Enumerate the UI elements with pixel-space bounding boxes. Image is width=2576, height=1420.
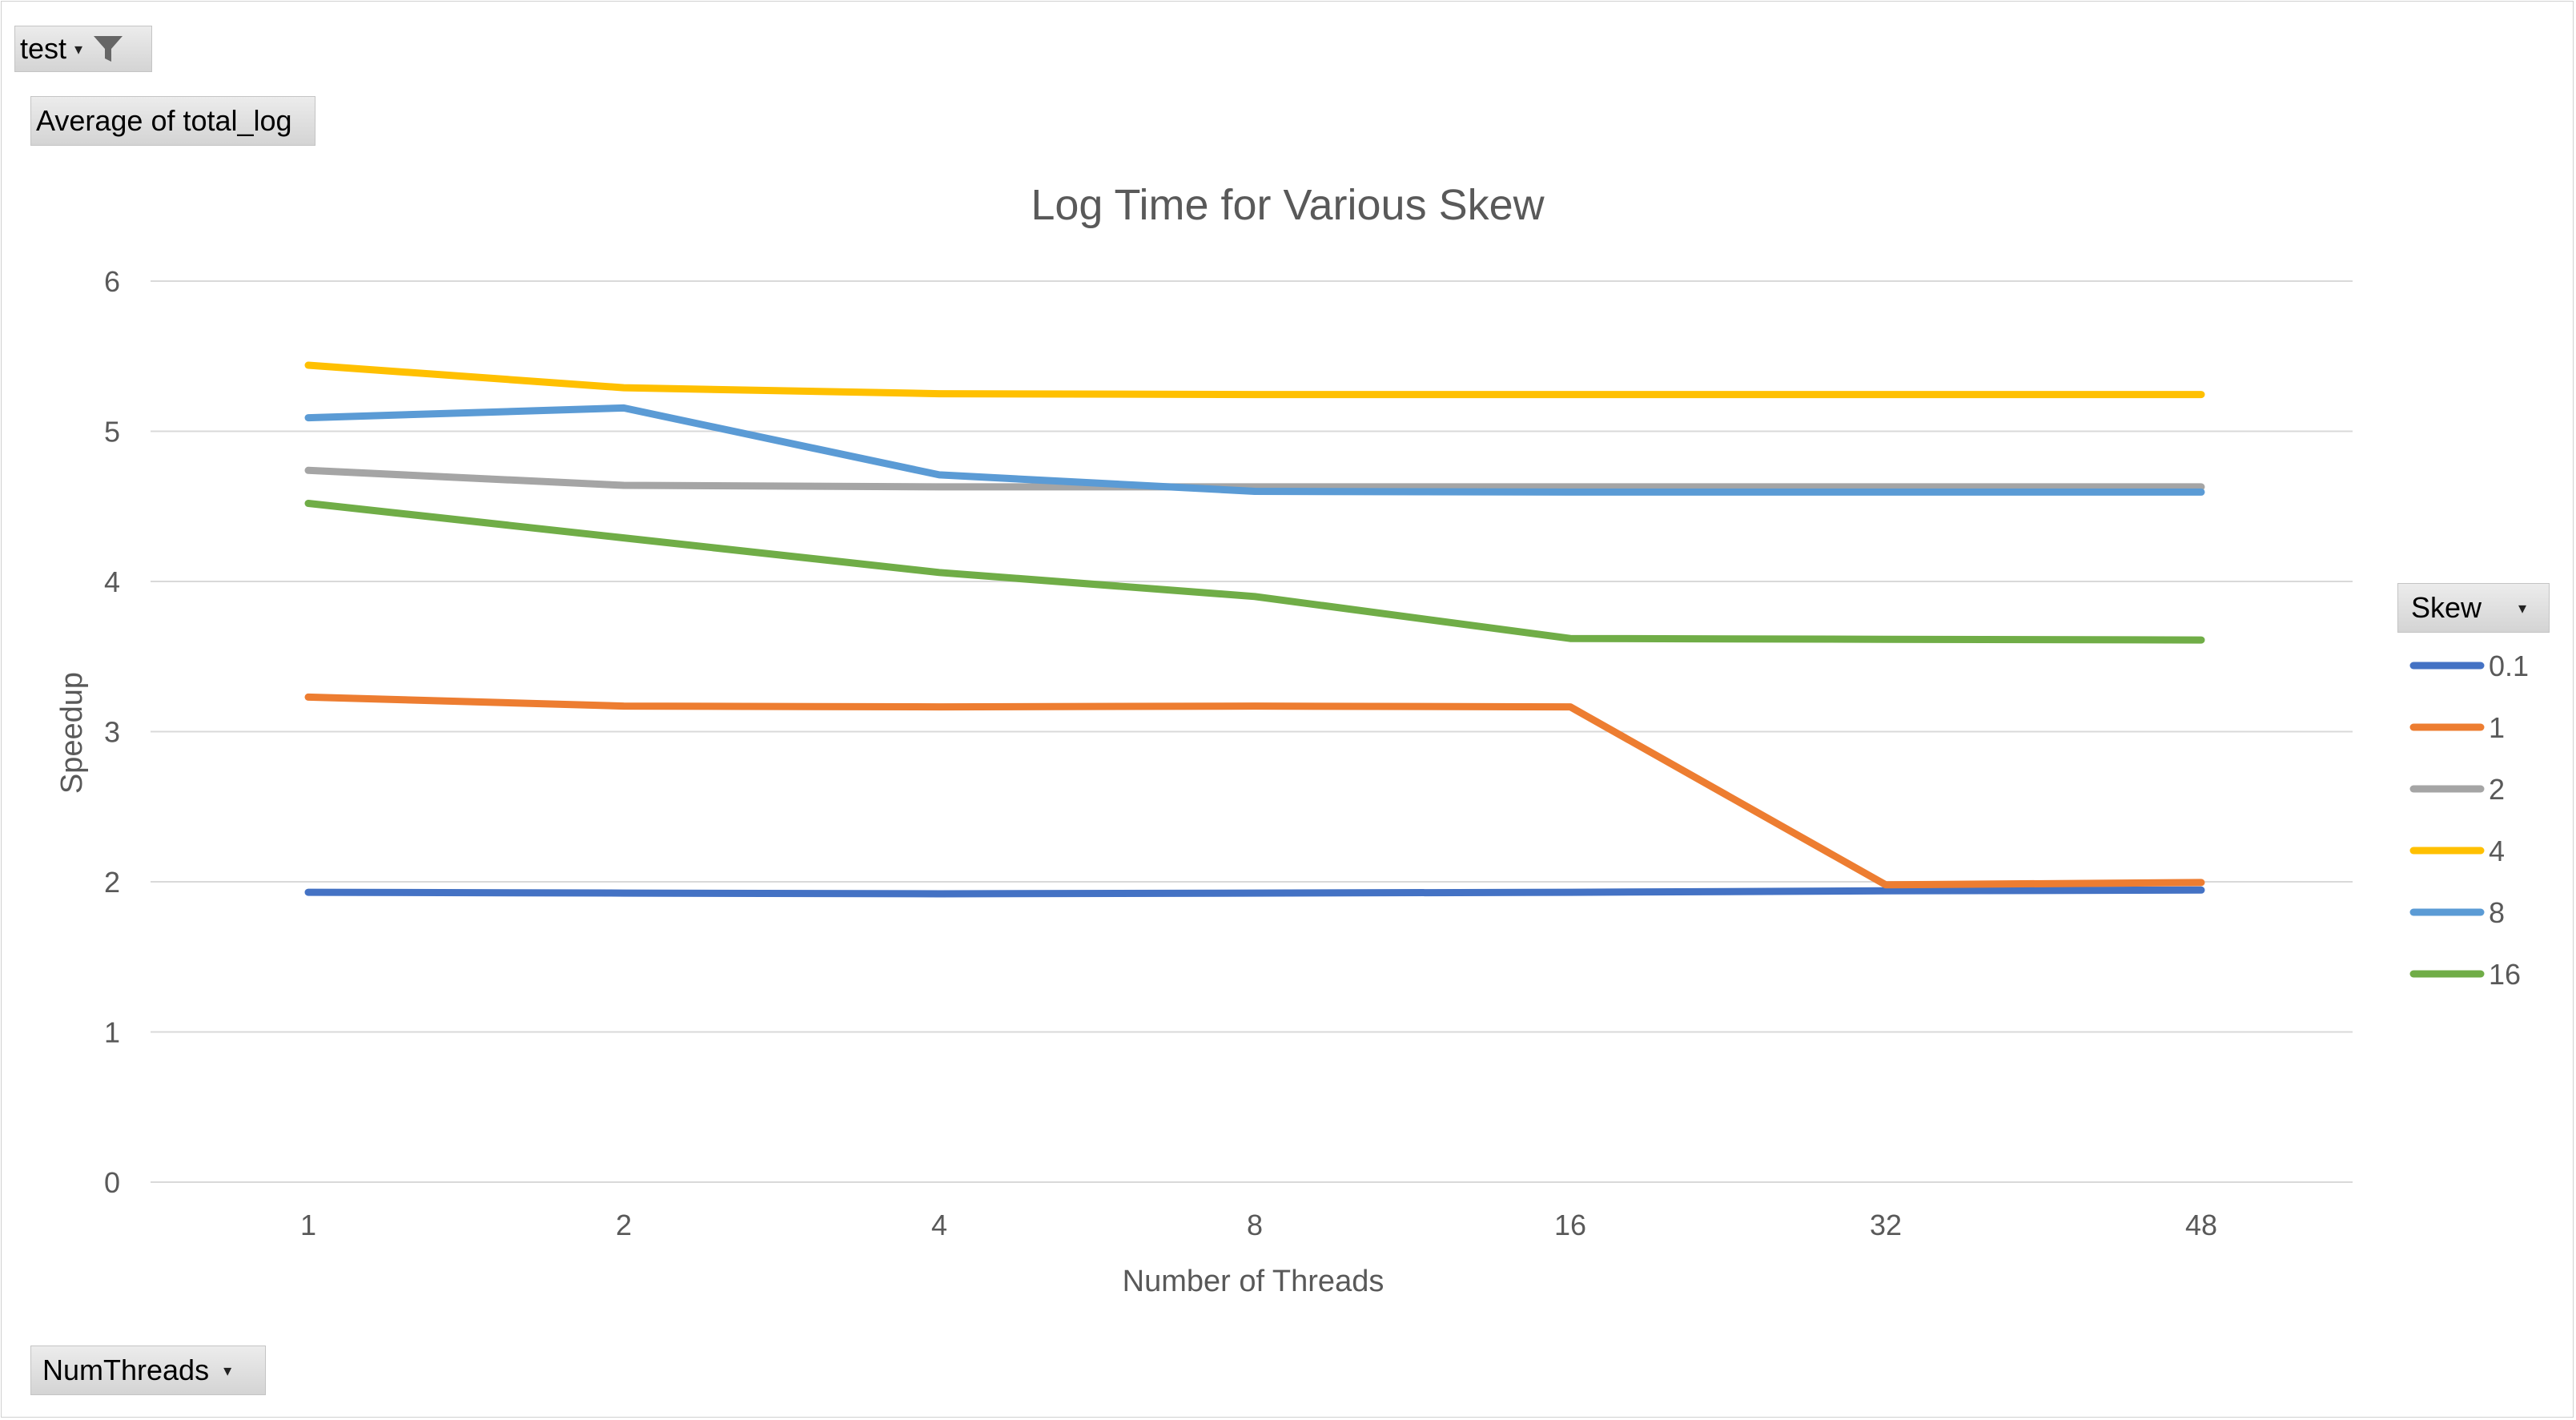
x-tick-label: 16: [1554, 1209, 1586, 1241]
y-axis-label: Speedup: [55, 672, 89, 794]
y-tick-label: 1: [104, 1016, 120, 1049]
legend-label: 0.1: [2489, 650, 2529, 682]
axis-field-label: NumThreads: [42, 1354, 210, 1386]
legend-label: 16: [2489, 958, 2521, 991]
axis-field-button[interactable]: NumThreads ▾: [30, 1346, 266, 1395]
series-line-1: [304, 693, 2205, 889]
x-tick-labels: 1 2 4 8 16 32 48: [300, 1209, 2217, 1241]
y-tick-label: 2: [104, 866, 120, 899]
y-tick-label: 3: [104, 716, 120, 749]
legend-item: 4: [2409, 835, 2505, 867]
y-tick-label: 6: [104, 265, 120, 298]
series-lines: [304, 361, 2205, 898]
x-tick-label: 8: [1247, 1209, 1263, 1241]
y-tick-labels: 0 1 2 3 4 5 6: [104, 265, 120, 1199]
legend-field-label: Skew: [2411, 591, 2482, 624]
x-tick-label: 4: [931, 1209, 947, 1241]
legend: 0.1 1 2 4 8 16: [2409, 650, 2529, 991]
series-line-16: [304, 500, 2205, 644]
legend-item: 0.1: [2409, 650, 2529, 682]
legend-label: 1: [2489, 711, 2505, 744]
legend-label: 4: [2489, 835, 2505, 867]
series-line-4: [304, 361, 2205, 399]
series-line-8: [304, 404, 2205, 496]
report-filter-button[interactable]: test ▾: [14, 26, 152, 72]
gridlines: [151, 280, 2353, 1183]
dropdown-arrow-icon: ▾: [223, 1362, 232, 1380]
legend-item: 8: [2409, 896, 2505, 929]
y-tick-label: 5: [104, 416, 120, 449]
x-tick-label: 1: [300, 1209, 316, 1241]
dropdown-arrow-icon: ▾: [2518, 599, 2527, 617]
x-tick-label: 2: [616, 1209, 632, 1241]
legend-item: 16: [2409, 958, 2521, 991]
y-tick-label: 0: [104, 1166, 120, 1199]
legend-item: 1: [2409, 711, 2505, 744]
dropdown-arrow-icon: ▾: [74, 40, 83, 58]
x-axis-label: Number of Threads: [1123, 1265, 1384, 1298]
x-tick-label: 48: [2185, 1209, 2217, 1241]
report-filter-label: test: [20, 32, 67, 65]
values-field-label: Average of total_log: [36, 104, 292, 137]
legend-item: 2: [2409, 773, 2505, 806]
y-tick-label: 4: [104, 565, 120, 598]
chart-title: Log Time for Various Skew: [1031, 181, 1545, 229]
values-field-button[interactable]: Average of total_log: [30, 96, 315, 146]
legend-label: 2: [2489, 773, 2505, 806]
series-line-2: [304, 466, 2205, 491]
filter-icon: [94, 36, 123, 62]
series-line-0-1: [304, 886, 2205, 898]
x-tick-label: 32: [1870, 1209, 1902, 1241]
legend-label: 8: [2489, 896, 2505, 929]
legend-field-button[interactable]: Skew ▾: [2397, 583, 2550, 633]
